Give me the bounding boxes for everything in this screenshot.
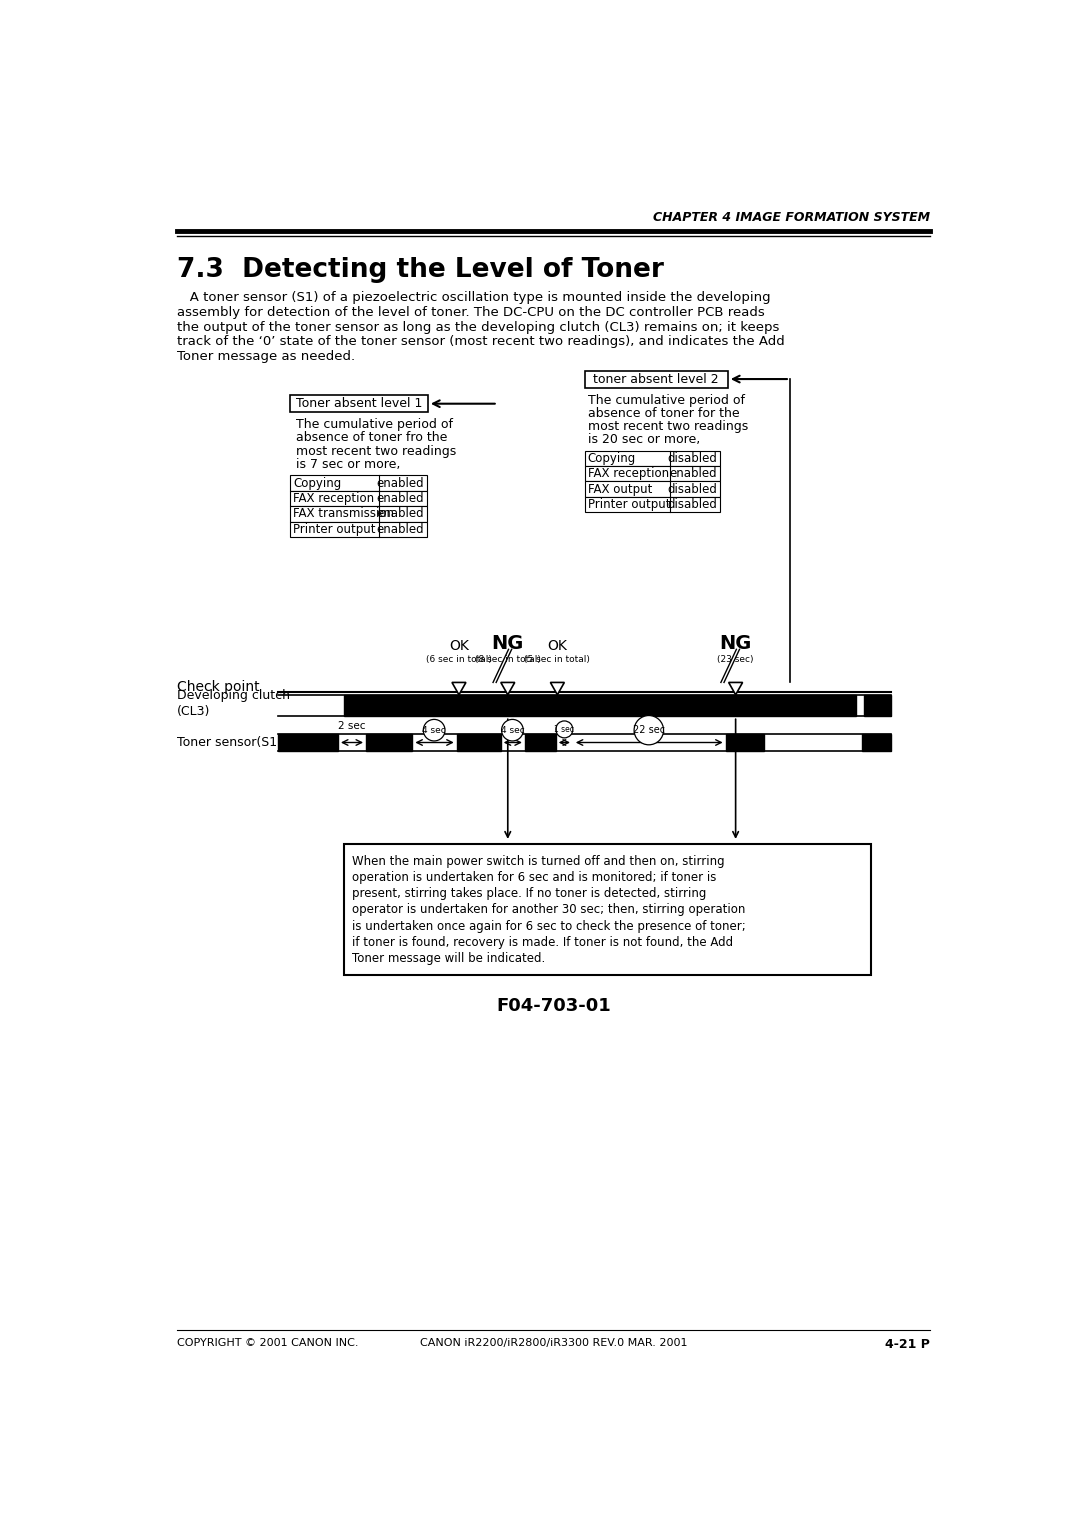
Polygon shape xyxy=(551,682,565,694)
Polygon shape xyxy=(451,682,465,694)
Bar xyxy=(864,694,891,716)
Text: A toner sensor (S1) of a piezoelectric oscillation type is mounted inside the de: A toner sensor (S1) of a piezoelectric o… xyxy=(177,292,770,304)
Text: most recent two readings: most recent two readings xyxy=(589,420,748,433)
Text: (5 sec in total): (5 sec in total) xyxy=(525,654,591,664)
Circle shape xyxy=(501,720,524,742)
Bar xyxy=(525,734,556,751)
Text: The cumulative period of: The cumulative period of xyxy=(589,393,745,407)
Text: FAX reception: FAX reception xyxy=(293,492,375,505)
Bar xyxy=(584,370,728,387)
Text: Printer output: Printer output xyxy=(588,498,670,511)
Text: 4 sec: 4 sec xyxy=(500,726,524,734)
Text: Toner absent level 1: Toner absent level 1 xyxy=(296,398,422,410)
Text: 2 sec: 2 sec xyxy=(338,722,366,731)
Text: disabled: disabled xyxy=(667,483,717,495)
Text: most recent two readings: most recent two readings xyxy=(296,445,457,457)
Text: absence of toner fro the: absence of toner fro the xyxy=(296,431,447,445)
Text: (8 sec in total): (8 sec in total) xyxy=(475,654,541,664)
Text: NG: NG xyxy=(491,635,524,653)
Text: FAX reception: FAX reception xyxy=(588,468,669,480)
Text: Copying: Copying xyxy=(293,477,341,489)
Bar xyxy=(345,694,855,716)
Bar xyxy=(291,491,428,506)
Text: enabled: enabled xyxy=(377,492,424,505)
Text: disabled: disabled xyxy=(667,498,717,511)
Bar xyxy=(862,734,891,751)
Text: FAX transmission: FAX transmission xyxy=(293,508,394,520)
Bar xyxy=(726,734,765,751)
Polygon shape xyxy=(729,682,743,694)
Text: 1 sec: 1 sec xyxy=(554,725,575,734)
Bar xyxy=(584,451,720,466)
Text: Toner message will be indicated.: Toner message will be indicated. xyxy=(352,953,545,965)
Text: operation is undertaken for 6 sec and is monitored; if toner is: operation is undertaken for 6 sec and is… xyxy=(352,872,716,884)
Text: 4 sec: 4 sec xyxy=(422,726,446,734)
Text: OK: OK xyxy=(449,639,469,653)
Text: is undertaken once again for 6 sec to check the presence of toner;: is undertaken once again for 6 sec to ch… xyxy=(352,919,746,933)
Text: (6 sec in total): (6 sec in total) xyxy=(426,654,491,664)
Text: track of the ‘0’ state of the toner sensor (most recent two readings), and indic: track of the ‘0’ state of the toner sens… xyxy=(177,335,784,349)
Text: FAX output: FAX output xyxy=(588,483,652,495)
Circle shape xyxy=(556,722,572,739)
Text: operator is undertaken for another 30 sec; then, stirring operation: operator is undertaken for another 30 se… xyxy=(352,904,745,916)
Bar xyxy=(584,497,720,512)
Text: COPYRIGHT © 2001 CANON INC.: COPYRIGHT © 2001 CANON INC. xyxy=(177,1338,359,1347)
Text: 7.3  Detecting the Level of Toner: 7.3 Detecting the Level of Toner xyxy=(177,257,664,283)
Text: Copying: Copying xyxy=(588,453,636,465)
Text: CANON iR2200/iR2800/iR3300 REV.0 MAR. 2001: CANON iR2200/iR2800/iR3300 REV.0 MAR. 20… xyxy=(420,1338,687,1347)
Text: absence of toner for the: absence of toner for the xyxy=(589,407,740,420)
Text: Toner message as needed.: Toner message as needed. xyxy=(177,350,355,362)
Bar xyxy=(584,482,720,497)
Text: the output of the toner sensor as long as the developing clutch (CL3) remains on: the output of the toner sensor as long a… xyxy=(177,321,780,333)
Bar xyxy=(366,734,413,751)
Text: F04-703-01: F04-703-01 xyxy=(496,997,611,1015)
Text: Printer output: Printer output xyxy=(293,523,376,535)
Text: NG: NG xyxy=(719,635,752,653)
Text: 4-21 P: 4-21 P xyxy=(886,1338,930,1350)
Circle shape xyxy=(634,716,663,745)
Text: enabled: enabled xyxy=(377,523,424,535)
Bar xyxy=(291,476,428,491)
Text: Developing clutch
(CL3): Developing clutch (CL3) xyxy=(177,690,289,719)
Bar xyxy=(457,734,501,751)
Text: disabled: disabled xyxy=(667,453,717,465)
Text: is 7 sec or more,: is 7 sec or more, xyxy=(296,457,401,471)
Text: enabled: enabled xyxy=(670,468,717,480)
Bar xyxy=(345,844,872,976)
Text: if toner is found, recovery is made. If toner is not found, the Add: if toner is found, recovery is made. If … xyxy=(352,936,733,950)
Polygon shape xyxy=(501,682,515,694)
Bar xyxy=(584,466,720,482)
Text: present, stirring takes place. If no toner is detected, stirring: present, stirring takes place. If no ton… xyxy=(352,887,706,901)
Text: Toner sensor(S1): Toner sensor(S1) xyxy=(177,735,282,749)
Text: 22 sec: 22 sec xyxy=(633,725,665,735)
Text: OK: OK xyxy=(548,639,567,653)
Text: Check point: Check point xyxy=(177,680,259,694)
Bar xyxy=(279,734,338,751)
Bar xyxy=(291,521,428,537)
Text: enabled: enabled xyxy=(377,477,424,489)
Circle shape xyxy=(423,720,445,742)
Bar xyxy=(291,394,428,413)
Bar xyxy=(291,506,428,521)
Text: The cumulative period of: The cumulative period of xyxy=(296,419,454,431)
Text: (23 sec): (23 sec) xyxy=(717,654,754,664)
Text: toner absent level 2: toner absent level 2 xyxy=(593,373,719,385)
Text: assembly for detection of the level of toner. The DC-CPU on the DC controller PC: assembly for detection of the level of t… xyxy=(177,306,765,320)
Text: CHAPTER 4 IMAGE FORMATION SYSTEM: CHAPTER 4 IMAGE FORMATION SYSTEM xyxy=(653,211,930,223)
Text: enabled: enabled xyxy=(377,508,424,520)
Text: is 20 sec or more,: is 20 sec or more, xyxy=(589,433,701,446)
Text: When the main power switch is turned off and then on, stirring: When the main power switch is turned off… xyxy=(352,855,725,868)
